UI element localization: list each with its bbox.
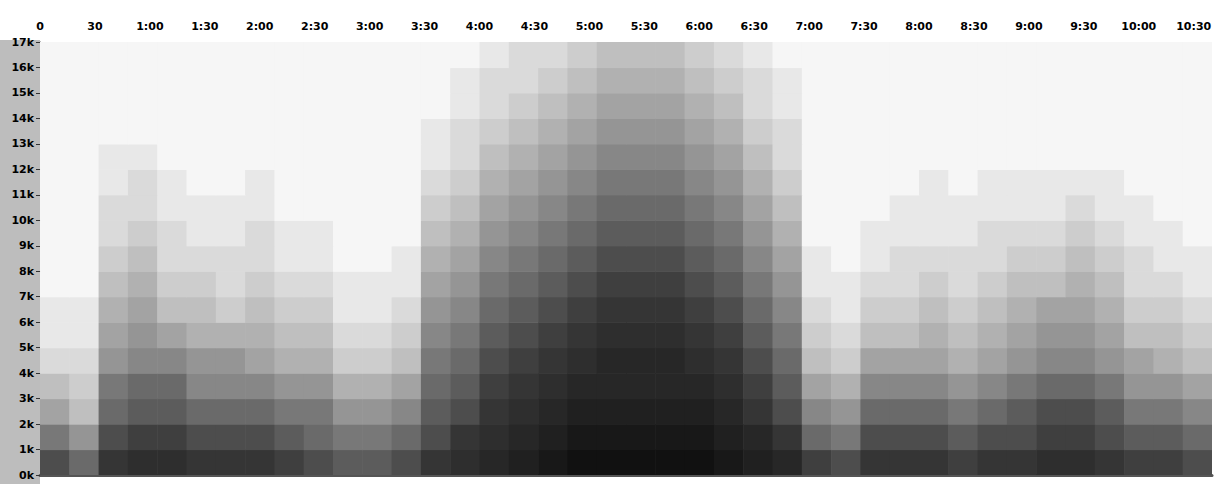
svg-text:6:30: 6:30 xyxy=(741,20,769,33)
svg-text:9:30: 9:30 xyxy=(1070,20,1098,33)
svg-text:1:00: 1:00 xyxy=(136,20,164,33)
svg-text:1k: 1k xyxy=(19,443,35,456)
svg-text:1:30: 1:30 xyxy=(191,20,219,33)
svg-text:10k: 10k xyxy=(11,214,34,227)
svg-text:15k: 15k xyxy=(11,86,34,99)
svg-text:8:30: 8:30 xyxy=(960,20,988,33)
svg-text:8k: 8k xyxy=(19,265,35,278)
svg-text:0: 0 xyxy=(36,20,44,33)
svg-text:10:30: 10:30 xyxy=(1176,20,1211,33)
svg-text:13k: 13k xyxy=(11,137,34,150)
svg-text:5k: 5k xyxy=(19,341,35,354)
svg-text:3:00: 3:00 xyxy=(356,20,384,33)
svg-text:9:00: 9:00 xyxy=(1015,20,1043,33)
svg-text:4:00: 4:00 xyxy=(466,20,494,33)
svg-text:3k: 3k xyxy=(19,392,35,405)
svg-text:14k: 14k xyxy=(11,112,34,125)
svg-text:12k: 12k xyxy=(11,163,34,176)
svg-text:17k: 17k xyxy=(11,36,34,49)
svg-text:10:00: 10:00 xyxy=(1121,20,1156,33)
svg-text:5:00: 5:00 xyxy=(576,20,604,33)
svg-text:2k: 2k xyxy=(19,418,35,431)
svg-text:0k: 0k xyxy=(19,469,35,482)
svg-text:3:30: 3:30 xyxy=(411,20,439,33)
svg-text:5:30: 5:30 xyxy=(631,20,659,33)
svg-text:2:00: 2:00 xyxy=(246,20,274,33)
svg-text:2:30: 2:30 xyxy=(301,20,329,33)
svg-text:9k: 9k xyxy=(19,239,35,252)
svg-text:7:00: 7:00 xyxy=(795,20,823,33)
svg-text:4k: 4k xyxy=(19,367,35,380)
svg-text:11k: 11k xyxy=(11,188,34,201)
svg-text:7k: 7k xyxy=(19,290,35,303)
svg-text:7:30: 7:30 xyxy=(850,20,878,33)
svg-text:6k: 6k xyxy=(19,316,35,329)
svg-text:6:00: 6:00 xyxy=(686,20,714,33)
svg-text:8:00: 8:00 xyxy=(905,20,933,33)
svg-text:16k: 16k xyxy=(11,61,34,74)
svg-text:30: 30 xyxy=(87,20,103,33)
svg-text:4:30: 4:30 xyxy=(521,20,549,33)
